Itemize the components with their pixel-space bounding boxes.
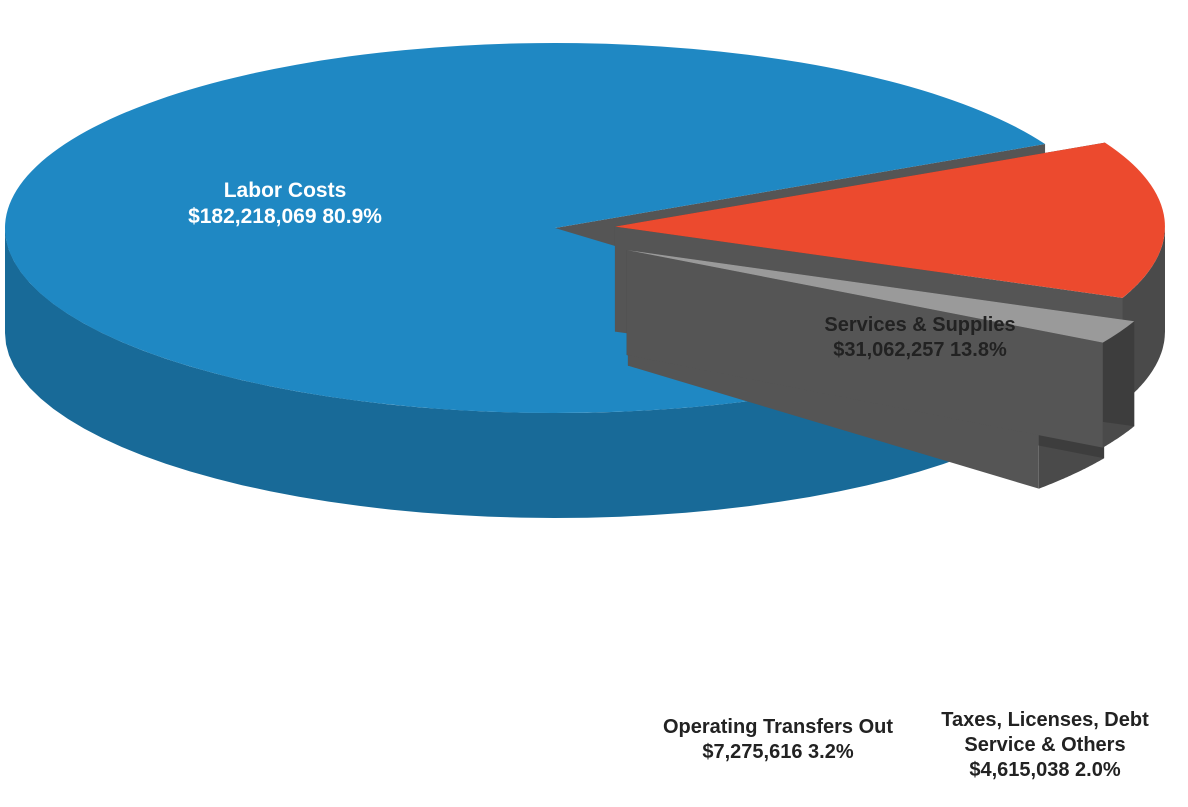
label-operating-transfers-name: Operating Transfers Out xyxy=(662,716,894,738)
label-operating-transfers-value: $7,275,616 3.2% xyxy=(702,741,854,763)
label-taxes-licenses: Taxes, Licenses, Debt Service & Others $… xyxy=(925,708,1165,783)
label-labor-costs-name: Labor Costs xyxy=(223,179,347,202)
label-services-supplies-value: $31,062,257 13.8% xyxy=(833,339,1007,361)
slice-taxes-licenses-cut-end xyxy=(626,250,1103,448)
label-taxes-licenses-value: $4,615,038 2.0% xyxy=(969,759,1121,781)
slice-services-supplies xyxy=(614,142,1165,298)
slice-labor-costs-side xyxy=(5,228,966,518)
label-labor-costs: Labor Costs $182,218,069 80.9% xyxy=(150,178,420,231)
label-taxes-licenses-name-2: Service & Others xyxy=(964,734,1126,756)
label-operating-transfers: Operating Transfers Out $7,275,616 3.2% xyxy=(628,715,928,765)
slice-taxes-licenses xyxy=(626,250,1135,343)
label-services-supplies: Services & Supplies $31,062,257 13.8% xyxy=(770,313,1070,363)
label-services-supplies-name: Services & Supplies xyxy=(824,314,1016,336)
label-taxes-licenses-name-1: Taxes, Licenses, Debt xyxy=(941,709,1149,731)
label-labor-costs-value: $182,218,069 80.9% xyxy=(188,205,382,229)
